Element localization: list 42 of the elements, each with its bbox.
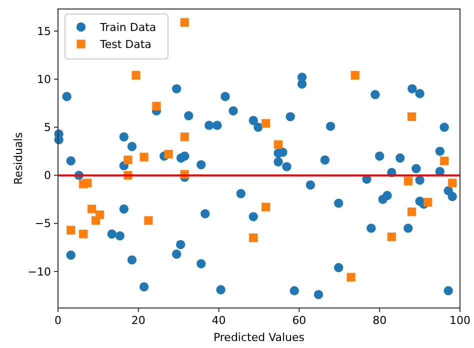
x-tick-label: 100 (450, 314, 470, 327)
y-tick-label: −10 (28, 265, 51, 278)
point (96, 210, 104, 220)
point (262, 202, 270, 212)
point (249, 234, 258, 242)
point (164, 150, 173, 158)
point (404, 176, 412, 186)
x-tick-label: 40 (212, 314, 226, 327)
point (66, 226, 76, 234)
y-tick-label: 5 (44, 121, 51, 134)
point (407, 112, 416, 121)
x-tick-label: 20 (131, 314, 146, 327)
y-tick-label: 0 (44, 169, 51, 182)
point (140, 152, 148, 162)
point (407, 208, 416, 216)
x-axis-title: Predicted Values (213, 331, 305, 344)
y-axis-title: Residuals (12, 132, 25, 185)
x-tick-label: 80 (372, 314, 387, 327)
point (440, 156, 449, 166)
point (83, 178, 92, 188)
x-tick-label: 0 (54, 314, 62, 327)
point (152, 102, 161, 110)
y-tick-label: 10 (37, 73, 51, 86)
point (387, 232, 396, 242)
x-tick-label: 60 (292, 314, 306, 327)
legend-label: Train Data (99, 20, 156, 34)
point (346, 272, 356, 282)
point (132, 71, 140, 80)
point (180, 18, 189, 27)
point (144, 216, 153, 225)
legend-label: Test Data (99, 38, 152, 51)
point (448, 178, 457, 188)
point (79, 230, 88, 238)
point (424, 198, 432, 207)
point (180, 132, 189, 142)
point (87, 204, 96, 214)
y-tick-label: −5 (34, 217, 51, 230)
point (124, 156, 132, 164)
y-tick-label: 15 (37, 24, 51, 38)
point (274, 140, 283, 149)
point (350, 71, 360, 80)
point (262, 119, 270, 128)
